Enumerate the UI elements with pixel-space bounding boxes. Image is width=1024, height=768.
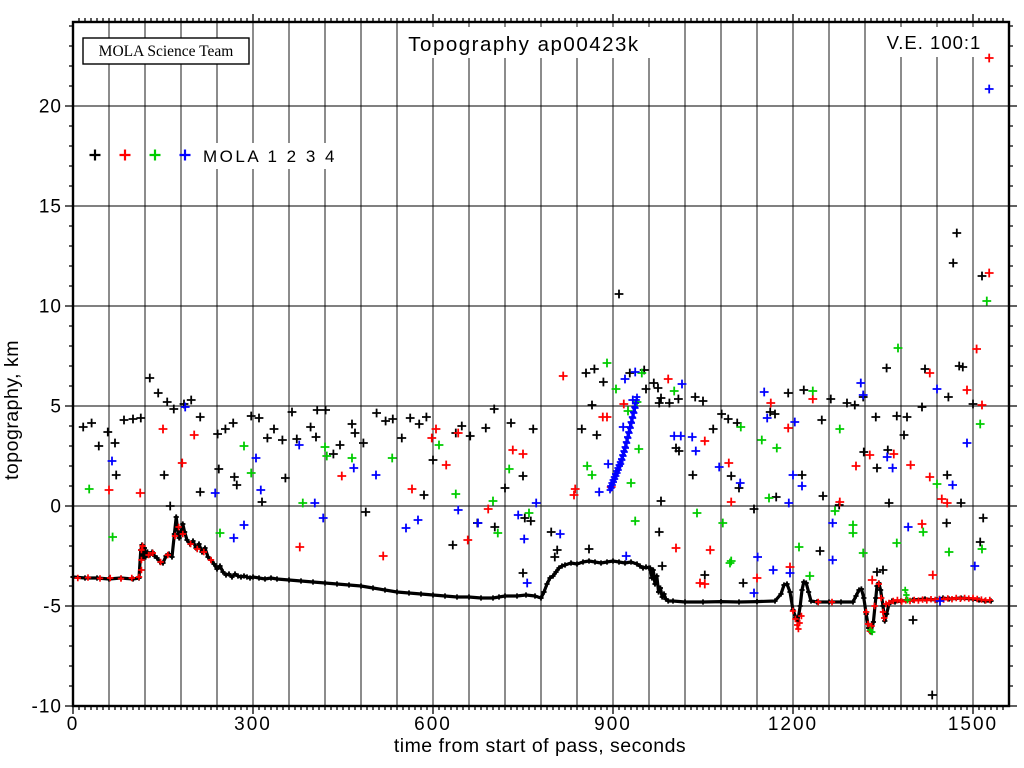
title-backdrop [398,27,650,58]
on-track-mola-3 [867,586,911,636]
y-tick-label: 10 [39,297,62,318]
x-tick-label: 0 [67,714,80,735]
legend-marker-mola3 [149,149,161,161]
grid-lines [73,22,1009,706]
scatter-mola-4 [107,84,994,606]
chart-title: Topography ap00423k [408,33,639,56]
y-axis-label: topography, km [1,340,23,480]
legend-marker-mola4 [179,149,191,161]
scatter-mola-2 [104,53,994,589]
legend-label: MOLA 1 2 3 4 [203,147,337,166]
y-tick-label: 20 [39,97,62,118]
plot-frame [71,20,1011,708]
vertical-exaggeration-label: V.E. 100:1 [887,32,982,53]
ve-backdrop [866,27,1002,57]
on-track-mola-2 [74,523,993,635]
x-tick-label: 1500 [948,714,998,735]
scatter-mola-1 [78,228,988,700]
y-tick-label: -5 [43,597,62,618]
x-axis-label: time from start of pass, seconds [394,735,686,757]
y-tick-label: 15 [39,197,62,218]
x-tick-label: 600 [414,714,452,735]
streak-mola-4 [606,393,641,494]
y-tick-label: 0 [50,497,62,518]
axis-ticks [65,14,1017,714]
x-tick-label: 1200 [768,714,818,735]
credit-box [82,37,250,65]
x-tick-label: 300 [234,714,272,735]
legend-marker-mola1 [89,149,101,161]
legend-marker-mola2 [119,149,131,161]
credit-box-label: MOLA Science Team [99,43,234,60]
legend-backdrop [194,143,352,169]
x-tick-label: 900 [594,714,632,735]
scatter-mola-3 [84,296,992,581]
y-tick-label: 5 [50,397,62,418]
y-tick-label: -10 [32,697,62,718]
